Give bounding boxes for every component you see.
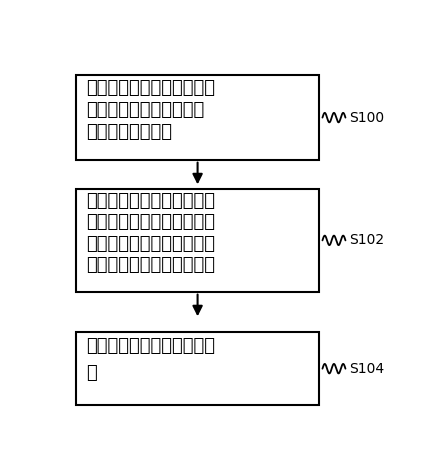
Text: 使削角模组的第二输出端接: 使削角模组的第二输出端接 xyxy=(86,213,215,231)
Text: 第一输出端输出闸极截止讯: 第一输出端输出闸极截止讯 xyxy=(86,337,215,356)
Text: S104: S104 xyxy=(349,362,384,376)
Text: 号: 号 xyxy=(86,364,97,382)
Text: 输入第一电位至削角模组，: 输入第一电位至削角模组， xyxy=(86,79,215,97)
Text: S102: S102 xyxy=(349,233,384,248)
Bar xyxy=(76,332,319,406)
Bar xyxy=(76,189,319,292)
Text: 输出闸极驱动讯号: 输出闸极驱动讯号 xyxy=(86,123,172,141)
Text: 使削角模组的第一输出端: 使削角模组的第一输出端 xyxy=(86,101,204,119)
Text: S100: S100 xyxy=(349,110,384,125)
Bar xyxy=(76,76,319,160)
Text: 输入第二电位至削角模组，: 输入第二电位至削角模组， xyxy=(86,192,215,210)
Text: 收第一输出端的部分电能，: 收第一输出端的部分电能， xyxy=(86,235,215,253)
Text: 且第一输出端输出削角讯号: 且第一输出端输出削角讯号 xyxy=(86,256,215,274)
